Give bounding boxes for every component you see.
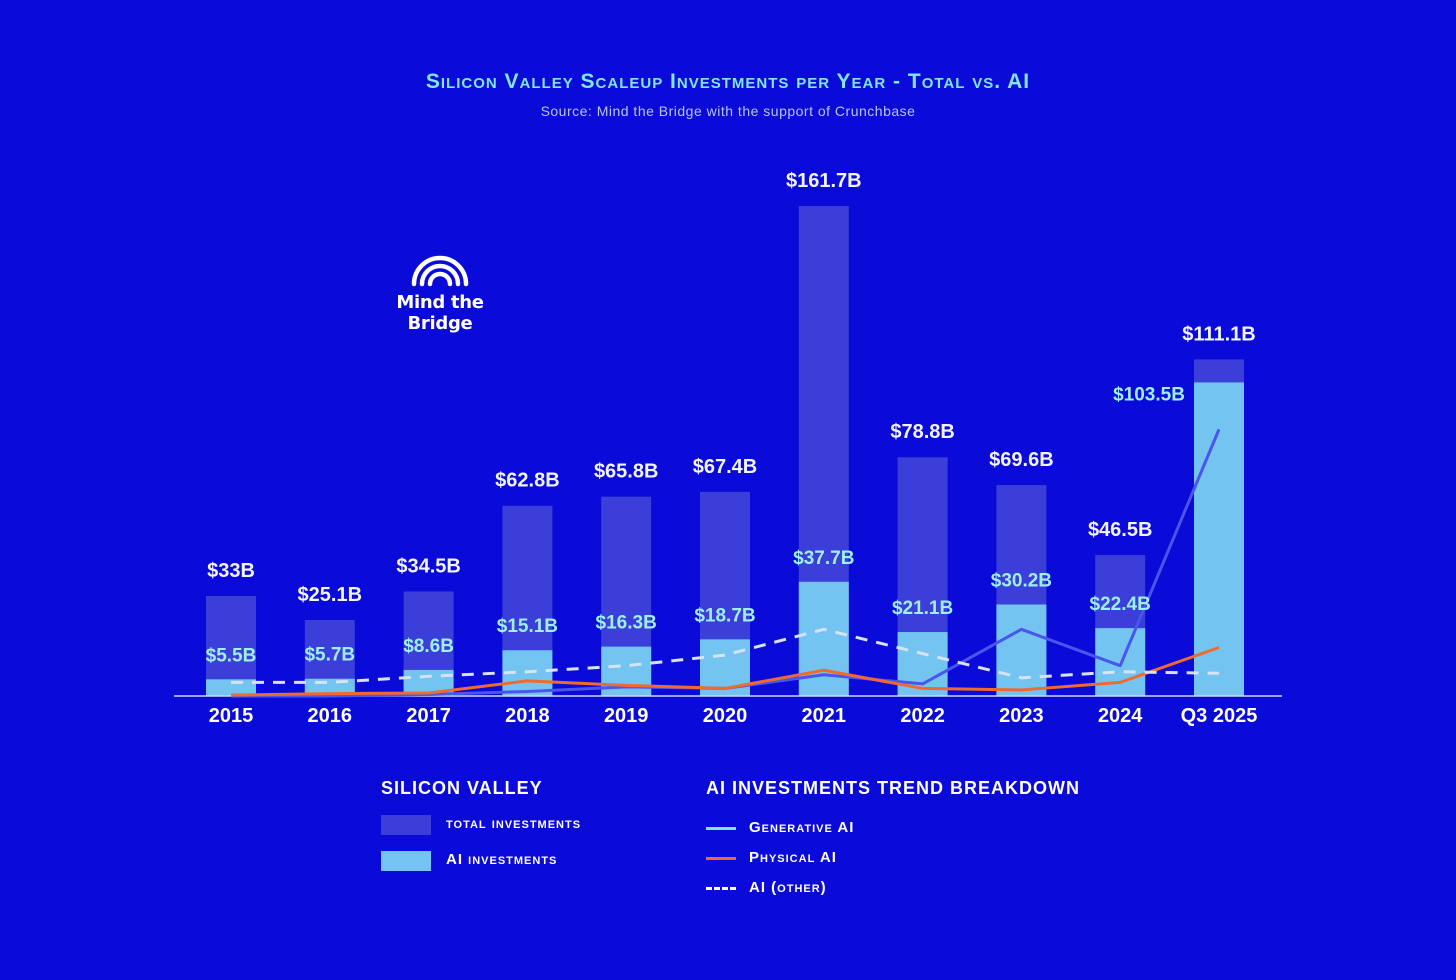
legend-heading-silicon-valley: SILICON VALLEY	[381, 778, 543, 798]
legend-label-total: total investments	[446, 815, 582, 832]
bar-ai	[206, 679, 256, 696]
legend-label-ai: AI investments	[446, 851, 558, 868]
data-label-total: $25.1B	[298, 584, 363, 606]
x-tick-label: 2023	[999, 705, 1044, 727]
x-tick-label: 2018	[505, 705, 550, 727]
data-label-total: $46.5B	[1088, 519, 1153, 541]
data-label-ai: $18.7B	[694, 605, 755, 626]
legend-label-physical-ai: Physical AI	[749, 849, 837, 866]
chart-title: Silicon Valley Scaleup Investments per Y…	[425, 70, 1031, 93]
data-label-ai: $22.4B	[1090, 594, 1151, 615]
x-tick-label: 2021	[802, 705, 847, 727]
legend-line-physical-ai	[706, 857, 736, 860]
legend-heading-ai-trend: AI INVESTMENTS TREND BREAKDOWN	[706, 778, 1081, 798]
data-label-total: $78.8B	[890, 421, 955, 443]
legend-swatch-total	[381, 815, 431, 835]
x-tick-label: 2016	[308, 705, 353, 727]
x-tick-label: 2020	[703, 705, 748, 727]
logo-text: Mind the Bridge	[396, 292, 484, 334]
data-label-total: $111.1B	[1182, 323, 1255, 345]
data-label-ai: $30.2B	[991, 570, 1052, 591]
x-tick-label: 2017	[406, 705, 451, 727]
data-label-total: $62.8B	[495, 470, 560, 492]
legend-swatch-ai	[381, 851, 431, 871]
x-tick-label: 2022	[900, 705, 945, 727]
chart-subtitle: Source: Mind the Bridge with the support…	[540, 103, 916, 119]
mind-the-bridge-logo: Mind the Bridge	[370, 252, 510, 334]
data-label-ai: $8.6B	[403, 636, 454, 657]
trend-line-physical-ai	[230, 646, 1220, 697]
legend-line-ai-other	[706, 887, 736, 890]
data-label-ai: $103.5B	[1113, 384, 1185, 405]
bar-ai	[798, 581, 849, 696]
data-label-ai: $5.7B	[304, 645, 355, 666]
data-label-ai: $15.1B	[497, 616, 558, 637]
data-label-total: $69.6B	[989, 449, 1054, 471]
legend-label-generative-ai: Generative AI	[749, 819, 855, 836]
x-tick-label: 2019	[604, 705, 649, 727]
data-label-ai: $21.1B	[892, 598, 953, 619]
data-label-total: $67.4B	[693, 456, 758, 478]
legend-line-generative-ai	[706, 827, 736, 830]
data-label-ai: $5.5B	[206, 645, 257, 666]
data-label-total: $65.8B	[594, 461, 659, 483]
x-tick-label: Q3 2025	[1181, 705, 1258, 727]
legend-label-ai-other: AI (other)	[749, 879, 827, 896]
data-label-ai: $16.3B	[596, 613, 657, 634]
data-label-ai: $37.7B	[793, 548, 854, 569]
bridge-arch-icon	[411, 255, 469, 287]
data-label-total: $34.5B	[396, 555, 461, 577]
bar-ai	[1194, 382, 1244, 696]
x-tick-label: 2015	[209, 705, 254, 727]
data-label-total: $33B	[207, 560, 255, 582]
data-label-total: $161.7B	[786, 170, 862, 192]
bar-ai	[996, 604, 1047, 696]
x-tick-label: 2024	[1098, 705, 1143, 727]
